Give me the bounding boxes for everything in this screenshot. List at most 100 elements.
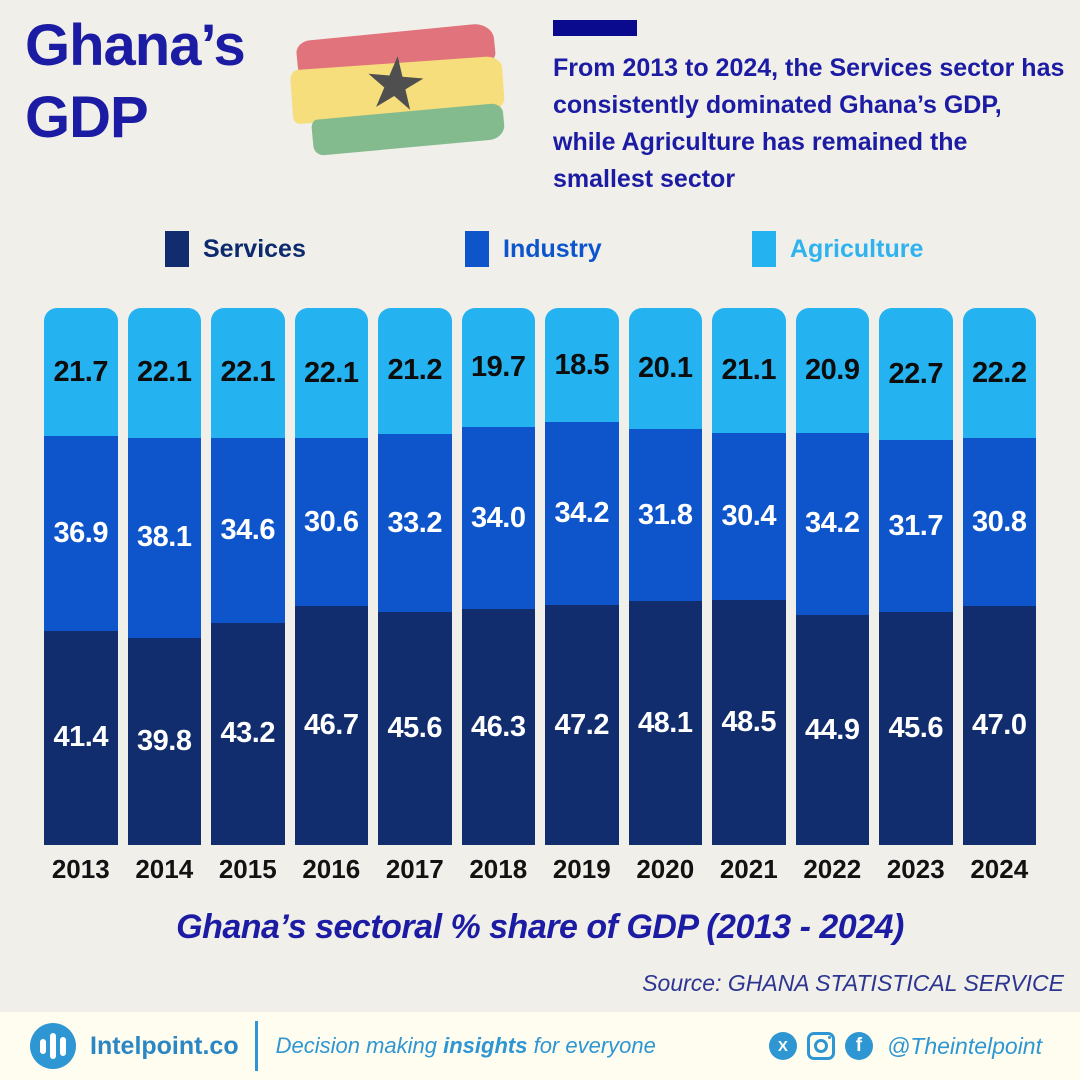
legend-item-services: Services	[165, 228, 306, 270]
page-title: Ghana’s GDP	[25, 10, 246, 154]
bar-segment-agriculture: 21.1	[712, 308, 786, 434]
bar-value-label: 30.8	[972, 505, 1027, 538]
legend-swatch	[165, 231, 189, 267]
instagram-icon	[806, 1032, 835, 1060]
bar-segment-industry: 33.2	[378, 433, 452, 613]
page-title-line2: GDP	[25, 85, 149, 150]
x-axis-label: 2022	[803, 854, 862, 884]
bar-segment-agriculture: 18.5	[545, 308, 619, 423]
bar-value-label: 21.7	[53, 355, 109, 388]
x-axis-label: 2024	[970, 854, 1029, 884]
bar-segment-services: 43.2	[211, 622, 285, 845]
bars-container: 21.7 36.9 41.4 2013 22.1 38.1 39.8 2014 22.1 34.6…	[44, 308, 1036, 885]
footer-tagline: Decision making insights for everyone	[275, 1033, 656, 1058]
bar-value-label: 33.2	[387, 506, 443, 539]
bar-stack: 20.9 34.2 44.9	[795, 308, 869, 845]
bar-stack: 21.1 30.4 48.5	[712, 308, 786, 846]
x-axis-label: 2019	[552, 854, 611, 884]
bar-segment-industry: 34.2	[795, 432, 869, 616]
bar-segment-industry: 30.8	[962, 438, 1036, 607]
bar-segment-agriculture: 22.7	[879, 308, 953, 441]
bar-segment-services: 46.7	[294, 606, 368, 845]
bar-value-label: 45.6	[387, 712, 443, 745]
bar-stack: 22.1 30.6 46.7	[294, 308, 368, 845]
bar-stack: 22.1 38.1 39.8	[127, 308, 201, 845]
bar-stack: 22.7 31.7 45.6	[879, 308, 953, 845]
bar-segment-industry: 31.7	[879, 440, 953, 613]
bar-segment-services: 48.5	[712, 599, 786, 846]
source-credit: Source: GHANA STATISTICAL SERVICE	[642, 970, 1064, 996]
x-axis-label: 2016	[302, 854, 361, 884]
bar-value-label: 31.8	[638, 498, 693, 531]
bar-segment-services: 47.0	[962, 606, 1036, 845]
bar-value-label: 31.7	[888, 509, 944, 542]
bar-column-2020: 20.1 31.8 48.1 2020	[628, 308, 702, 885]
x-axis-label: 2023	[886, 854, 945, 884]
chart-legend: Services Industry Agriculture	[0, 228, 1080, 270]
bar-stack: 22.1 34.6 43.2	[211, 308, 285, 845]
bar-value-label: 38.1	[137, 521, 192, 554]
x-axis-label: 2015	[218, 854, 277, 884]
bar-segment-industry: 31.8	[628, 429, 702, 602]
legend-label: Agriculture	[790, 234, 924, 263]
legend-item-agriculture: Agriculture	[752, 228, 923, 270]
bar-segment-industry: 34.2	[545, 422, 619, 606]
bar-value-label: 19.7	[471, 351, 526, 384]
bar-segment-services: 45.6	[378, 612, 452, 846]
bar-value-label: 22.1	[220, 356, 276, 389]
bar-value-label: 20.1	[638, 352, 693, 385]
footer-social: X f @Theintelpoint	[768, 1032, 1080, 1060]
x-icon: X	[768, 1032, 797, 1060]
bar-value-label: 21.1	[721, 354, 777, 387]
bar-value-label: 34.0	[471, 501, 526, 534]
legend-swatch	[752, 231, 776, 267]
bar-value-label: 30.6	[304, 505, 359, 538]
bar-segment-industry: 36.9	[44, 436, 118, 631]
bar-column-2023: 22.7 31.7 45.6 2023	[879, 308, 953, 885]
bar-value-label: 36.9	[53, 516, 109, 549]
bar-segment-services: 39.8	[127, 637, 201, 845]
bar-value-label: 44.9	[805, 713, 860, 746]
bar-segment-agriculture: 22.1	[294, 308, 368, 439]
headline-accent-bar	[553, 20, 637, 36]
bar-value-label: 43.2	[220, 717, 276, 750]
x-axis-label: 2020	[636, 854, 695, 884]
bar-column-2016: 22.1 30.6 46.7 2016	[294, 308, 368, 885]
bar-column-2017: 21.2 33.2 45.6 2017	[378, 308, 452, 885]
footer-brand: Intelpoint.co	[0, 1023, 239, 1069]
bar-stack: 19.7 34.0 46.3	[461, 308, 535, 845]
bar-value-label: 22.1	[137, 356, 192, 389]
bar-segment-industry: 34.0	[461, 427, 535, 610]
bar-value-label: 34.2	[805, 507, 860, 540]
bar-segment-agriculture: 21.2	[378, 308, 452, 434]
bar-segment-industry: 38.1	[127, 437, 201, 638]
bar-chart-icon	[30, 1023, 76, 1069]
bar-column-2021: 21.1 30.4 48.5 2021	[712, 308, 786, 885]
bar-value-label: 47.0	[972, 709, 1027, 742]
x-axis-label: 2013	[51, 854, 110, 884]
facebook-icon: f	[844, 1032, 873, 1060]
bar-value-label: 22.1	[304, 356, 359, 389]
bar-column-2015: 22.1 34.6 43.2 2015	[211, 308, 285, 885]
bar-segment-services: 48.1	[628, 601, 702, 845]
legend-item-industry: Industry	[465, 228, 602, 270]
legend-label: Industry	[503, 234, 602, 263]
bar-segment-industry: 34.6	[211, 437, 285, 623]
bar-stack: 20.1 31.8 48.1	[628, 308, 702, 845]
bar-value-label: 21.2	[387, 354, 443, 387]
bar-segment-agriculture: 22.1	[211, 308, 285, 438]
bar-value-label: 47.2	[554, 708, 610, 741]
bar-value-label: 22.7	[888, 357, 944, 390]
headline-text: From 2013 to 2024, the Services sector h…	[553, 54, 1065, 193]
bar-value-label: 46.7	[304, 709, 359, 742]
headline-block: From 2013 to 2024, the Services sector h…	[553, 20, 1068, 198]
bar-column-2024: 22.2 30.8 47.0 2024	[962, 308, 1036, 885]
page-title-line1: Ghana’s	[25, 13, 246, 78]
bar-stack: 21.7 36.9 41.4	[44, 308, 118, 845]
flag-star-icon: ★	[359, 41, 431, 127]
bar-segment-services: 41.4	[44, 630, 118, 845]
bar-value-label: 18.5	[554, 348, 610, 381]
bar-segment-services: 46.3	[461, 609, 535, 845]
bar-segment-industry: 30.4	[712, 433, 786, 600]
x-axis-label: 2014	[135, 854, 194, 884]
